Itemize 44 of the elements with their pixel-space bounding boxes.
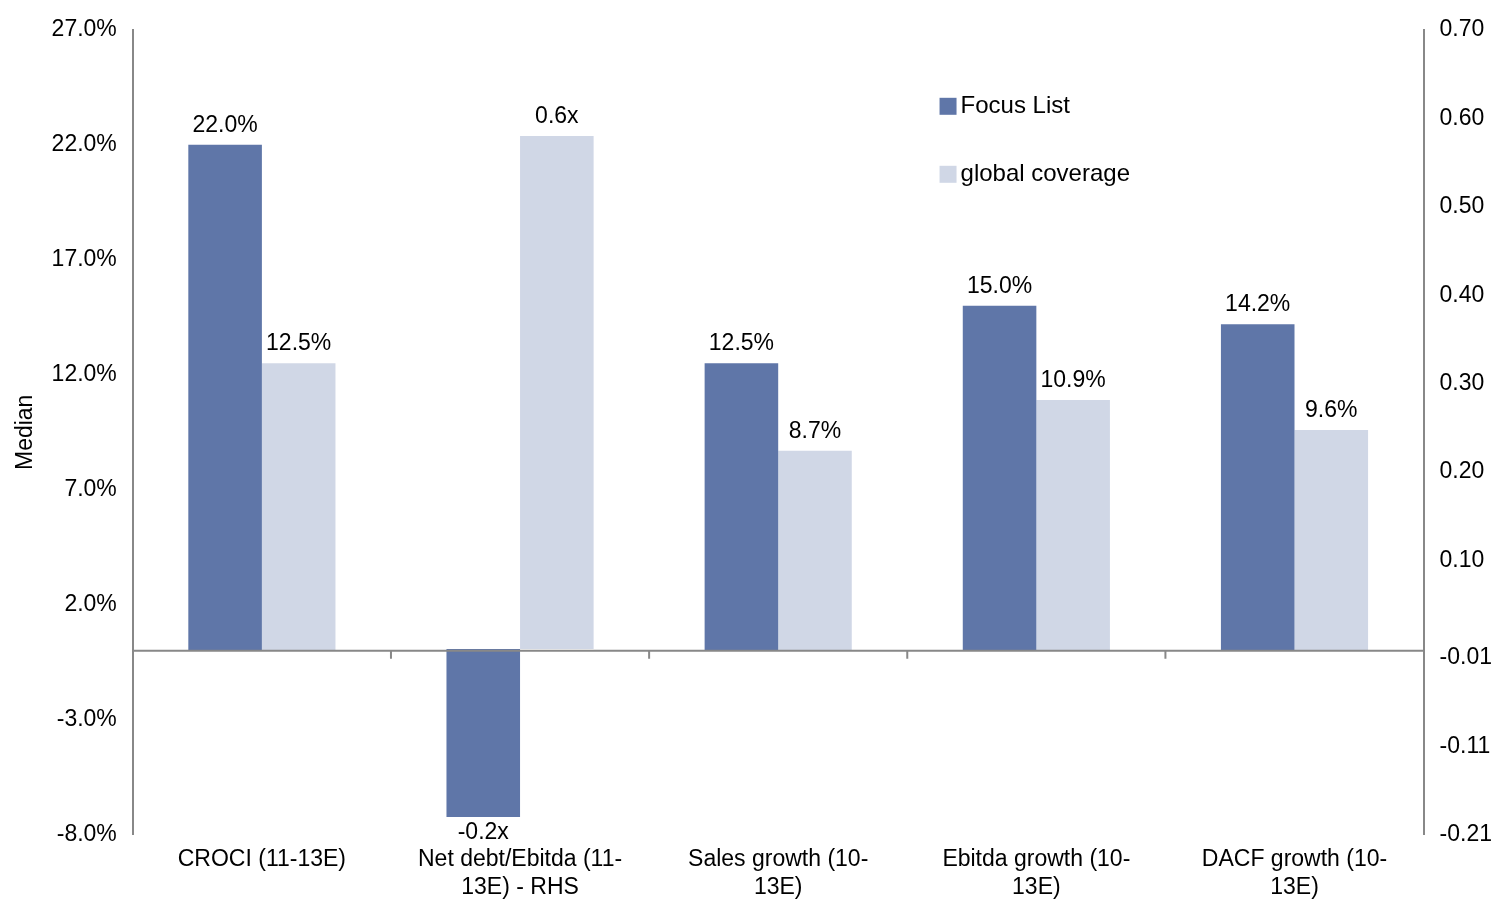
y2-tick-label: 0.70 (1439, 15, 1485, 42)
x-tick-label: DACF growth (10-13E) (1201, 844, 1388, 899)
x-tick-label: Sales growth (10-13E) (688, 844, 869, 899)
bar (1220, 324, 1295, 651)
bar (1036, 400, 1110, 651)
x-tick-label: Net debt/Ebitda (11-13E) - RHS (417, 844, 623, 899)
bar (1294, 430, 1369, 651)
bar (778, 450, 852, 651)
data-label: 15.0% (966, 271, 1033, 298)
data-label: 12.5% (708, 329, 775, 356)
y-axis-title: Median (11, 394, 38, 471)
x-tick-label: CROCI (11-13E) (177, 844, 347, 871)
data-label: 12.5% (266, 329, 332, 356)
y2-tick-label: 0.30 (1439, 368, 1485, 395)
y2-tick-label: 0.10 (1439, 545, 1485, 572)
y-tick-label: 27.0% (51, 15, 117, 42)
y-tick-label: 7.0% (64, 475, 117, 502)
y2-tick-label: 0.20 (1439, 457, 1485, 484)
y-tick-label: 2.0% (64, 590, 117, 617)
y2-tick-label: 0.50 (1439, 192, 1485, 219)
y-tick-label: 22.0% (51, 130, 117, 157)
y-tick-label: -8.0% (56, 820, 117, 847)
bar (962, 305, 1037, 651)
y-tick-label: -3.0% (56, 705, 117, 732)
data-label: 9.6% (1305, 395, 1358, 422)
y2-tick-label: -0.21 (1439, 820, 1493, 847)
data-label: 0.6x (535, 101, 580, 128)
y-tick-label: 17.0% (51, 245, 117, 272)
bar (704, 363, 779, 651)
data-label: 8.7% (788, 416, 842, 443)
y2-tick-label: 0.40 (1439, 280, 1485, 307)
legend-label: Focus List (960, 91, 1071, 119)
legend-label: global coverage (960, 159, 1130, 187)
data-label: 22.0% (192, 110, 258, 137)
y2-tick-label: 0.60 (1439, 103, 1485, 130)
data-label: 14.2% (1225, 290, 1291, 317)
y2-tick-label: -0.01 (1439, 643, 1493, 670)
x-tick-label: Ebitda growth (10-13E) (942, 844, 1131, 899)
bar (188, 144, 262, 651)
y-tick-label: 12.0% (51, 360, 117, 387)
data-label: -0.2x (457, 817, 510, 844)
y2-tick-label: -0.11 (1439, 731, 1491, 758)
data-label: 10.9% (1040, 365, 1106, 392)
bar (261, 363, 336, 651)
